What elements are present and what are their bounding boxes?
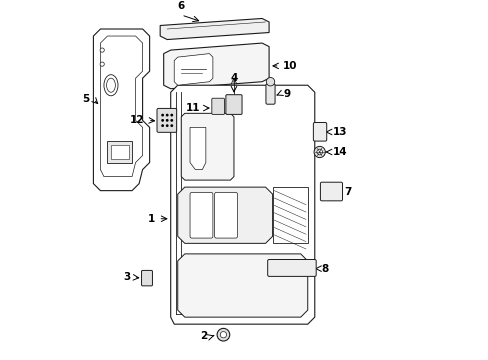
Text: 4: 4	[230, 73, 237, 84]
Text: 10: 10	[283, 61, 297, 71]
Polygon shape	[177, 187, 272, 243]
Circle shape	[313, 147, 325, 158]
Bar	[111, 145, 128, 159]
Circle shape	[161, 114, 163, 117]
FancyBboxPatch shape	[141, 270, 152, 286]
Text: 8: 8	[321, 264, 328, 274]
Polygon shape	[181, 113, 233, 180]
Circle shape	[217, 328, 229, 341]
FancyBboxPatch shape	[157, 108, 176, 132]
Circle shape	[170, 124, 173, 127]
Polygon shape	[160, 18, 268, 40]
Circle shape	[161, 119, 163, 122]
Circle shape	[165, 119, 168, 122]
FancyBboxPatch shape	[225, 95, 242, 114]
FancyBboxPatch shape	[267, 260, 316, 276]
Polygon shape	[170, 85, 314, 324]
Ellipse shape	[104, 75, 118, 96]
Text: 6: 6	[177, 1, 184, 12]
Text: 3: 3	[123, 273, 130, 283]
Text: 9: 9	[283, 89, 290, 99]
Text: 1: 1	[147, 214, 155, 224]
Circle shape	[165, 114, 168, 117]
FancyBboxPatch shape	[320, 182, 342, 201]
Polygon shape	[174, 54, 212, 85]
Text: 7: 7	[344, 187, 351, 197]
Circle shape	[165, 124, 168, 127]
FancyBboxPatch shape	[190, 192, 212, 238]
Polygon shape	[163, 43, 268, 89]
FancyBboxPatch shape	[265, 84, 275, 104]
Circle shape	[100, 62, 104, 66]
Bar	[107, 141, 132, 162]
Circle shape	[316, 149, 322, 155]
FancyBboxPatch shape	[313, 122, 326, 141]
Circle shape	[161, 124, 163, 127]
Text: 2: 2	[200, 332, 207, 342]
Polygon shape	[93, 29, 149, 191]
Text: 13: 13	[332, 127, 346, 137]
Circle shape	[266, 77, 274, 86]
Circle shape	[170, 119, 173, 122]
Text: 14: 14	[332, 147, 346, 157]
FancyBboxPatch shape	[214, 192, 237, 238]
Ellipse shape	[106, 78, 115, 92]
Text: 11: 11	[186, 103, 200, 113]
Circle shape	[220, 332, 226, 338]
FancyBboxPatch shape	[211, 98, 224, 114]
Polygon shape	[272, 187, 307, 243]
Polygon shape	[190, 127, 205, 170]
Text: 5: 5	[82, 94, 90, 104]
Circle shape	[170, 114, 173, 117]
Circle shape	[100, 48, 104, 52]
Polygon shape	[100, 36, 142, 177]
Polygon shape	[177, 254, 307, 317]
Text: 12: 12	[130, 115, 144, 125]
